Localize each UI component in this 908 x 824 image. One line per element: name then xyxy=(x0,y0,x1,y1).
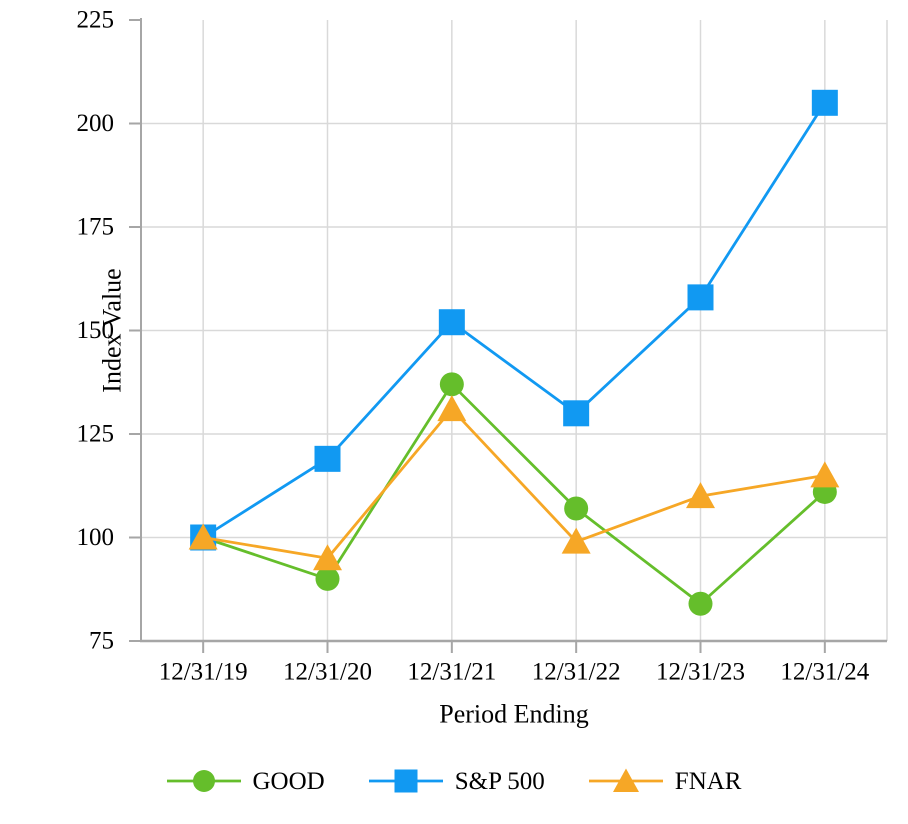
data-point-circle xyxy=(192,770,215,792)
data-point-circle xyxy=(688,591,713,616)
x-tick-label: 12/31/22 xyxy=(532,659,621,686)
x-tick-label: 12/31/20 xyxy=(283,659,372,686)
data-point-triangle xyxy=(810,461,840,488)
legend-label: S&P 500 xyxy=(454,767,545,795)
data-point-triangle xyxy=(437,395,467,422)
legend-item-fnar: FNAR xyxy=(588,764,742,798)
x-tick-label: 12/31/23 xyxy=(656,659,745,686)
gridlines xyxy=(141,20,888,641)
data-point-triangle xyxy=(686,482,715,509)
x-tick-label: 12/31/19 xyxy=(159,659,248,686)
data-point-triangle xyxy=(188,523,218,550)
y-tick-label: 175 xyxy=(77,214,115,241)
legend-label: FNAR xyxy=(674,767,742,795)
y-tick-label: 225 xyxy=(77,7,115,34)
data-point-square xyxy=(563,400,590,427)
data-point-circle xyxy=(439,372,464,397)
data-point-circle xyxy=(564,496,589,521)
series-line xyxy=(201,101,827,539)
y-axis-title: Index Value xyxy=(98,268,127,392)
data-point-circle xyxy=(315,566,340,591)
legend-label: GOOD xyxy=(252,767,325,795)
data-point-square xyxy=(687,284,714,311)
axes: 75 100 125 150 175 200 225 12/31/19 12/31/20 12/3… xyxy=(77,7,887,686)
legend-item-good: GOOD xyxy=(166,764,325,798)
x-tick-label: 12/31/24 xyxy=(780,659,869,686)
series-s-p-500 xyxy=(190,89,838,551)
data-point-square xyxy=(438,309,465,336)
x-axis-title: Period Ending xyxy=(439,700,589,729)
data-point-square xyxy=(314,445,341,472)
series-line xyxy=(201,407,827,560)
y-tick-label: 125 xyxy=(77,421,115,448)
data-point-triangle xyxy=(313,544,342,571)
legend-marker-circle xyxy=(166,770,241,792)
y-tick-label: 200 xyxy=(77,110,115,137)
legend-item-s-p-500: S&P 500 xyxy=(368,764,545,798)
series-fnar xyxy=(188,395,840,571)
data-point-square xyxy=(394,769,418,793)
data-point-triangle xyxy=(561,527,591,554)
data-point-triangle xyxy=(612,768,639,792)
series-good xyxy=(191,372,837,616)
legend-marker-triangle xyxy=(588,768,663,792)
legend-marker-square xyxy=(368,769,443,793)
y-tick-label: 100 xyxy=(77,524,115,551)
chart-legend: GOOD S&P 500 FNAR xyxy=(0,758,908,804)
series-line xyxy=(201,382,827,606)
y-tick-label: 150 xyxy=(77,317,115,344)
x-tick-label: 12/31/21 xyxy=(407,659,496,686)
y-tick-label: 75 xyxy=(89,628,114,655)
data-point-square xyxy=(811,89,838,116)
